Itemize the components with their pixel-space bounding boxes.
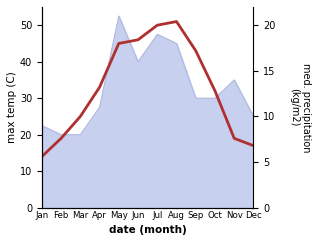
X-axis label: date (month): date (month) [109, 225, 187, 235]
Y-axis label: max temp (C): max temp (C) [7, 71, 17, 143]
Y-axis label: med. precipitation
(kg/m2): med. precipitation (kg/m2) [289, 63, 311, 152]
